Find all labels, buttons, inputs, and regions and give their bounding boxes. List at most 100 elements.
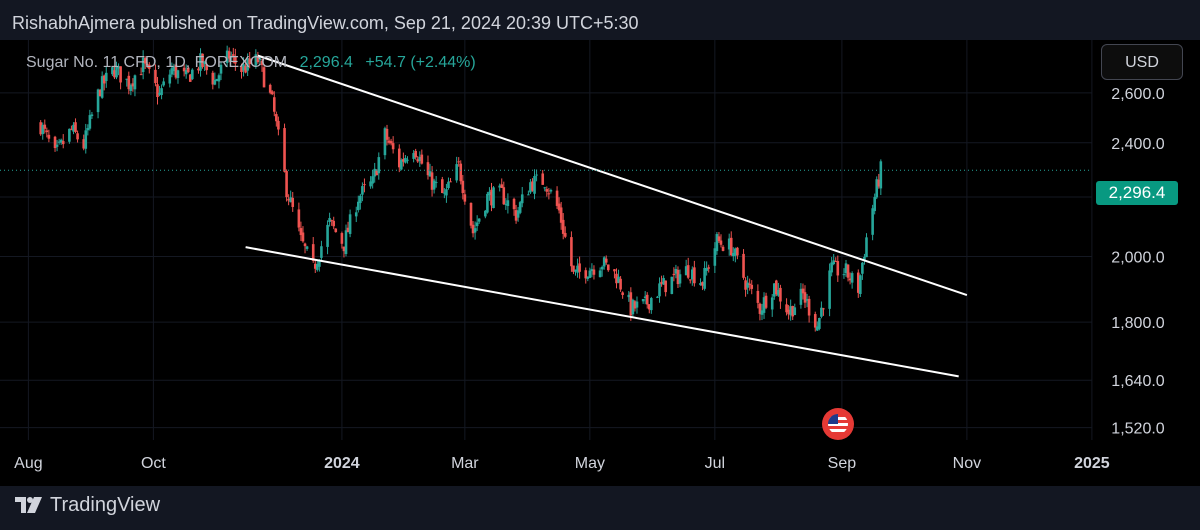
candle-body xyxy=(328,218,331,223)
symbol-legend[interactable]: Sugar No. 11 CFD, 1D, FOREXCOM 2,296.4 +… xyxy=(26,54,476,72)
candle-body xyxy=(557,203,561,211)
candle-body xyxy=(713,248,717,266)
candle-body xyxy=(141,57,145,73)
candle-body xyxy=(119,66,122,83)
candle-body xyxy=(371,176,374,184)
candle-body xyxy=(420,154,424,164)
candle-body xyxy=(201,53,204,67)
candle-body xyxy=(664,280,667,293)
candle-body xyxy=(770,297,774,310)
candle-body xyxy=(535,174,538,176)
candle-body xyxy=(598,270,602,278)
candle-body xyxy=(500,184,504,188)
candle-body xyxy=(631,299,635,315)
trendline-lower xyxy=(245,246,959,378)
chart-pane[interactable] xyxy=(0,40,1200,486)
candle-body xyxy=(729,237,733,256)
candle-body xyxy=(176,70,180,78)
candle-body xyxy=(879,161,883,189)
candle-body xyxy=(354,212,358,217)
candle-body xyxy=(563,232,567,237)
price-axis: 1,520.01,640.01,800.02,000.02,200.02,400… xyxy=(1111,86,1164,438)
candle-body xyxy=(299,228,303,236)
candle-body xyxy=(104,72,108,82)
symbol-name: Sugar No. 11 CFD, 1D, FOREXCOM xyxy=(26,54,288,71)
candle-body xyxy=(789,306,792,316)
candle-body xyxy=(547,193,551,195)
candle-body xyxy=(359,195,362,203)
currency-button[interactable]: USD xyxy=(1101,44,1183,80)
candle-body xyxy=(658,283,661,297)
candle-body xyxy=(332,220,336,227)
candle-body xyxy=(561,219,565,234)
candle-body xyxy=(588,270,592,278)
candle-body xyxy=(320,246,323,258)
us-flag-icon[interactable] xyxy=(822,408,854,440)
x-tick-label: May xyxy=(575,455,605,472)
candle-body xyxy=(731,252,735,257)
candles-layer xyxy=(39,45,883,332)
candle-body xyxy=(877,179,881,187)
candle-body xyxy=(764,295,768,308)
x-tick-label: Nov xyxy=(953,455,981,472)
candle-body xyxy=(643,296,647,298)
candle-body xyxy=(342,246,346,252)
candle-body xyxy=(617,276,620,283)
candle-body xyxy=(592,269,596,275)
candle-body xyxy=(645,294,649,305)
candle-body xyxy=(88,115,92,129)
x-tick-label: Oct xyxy=(141,455,166,472)
candle-body xyxy=(520,194,524,204)
candle-body xyxy=(426,162,430,176)
candle-body xyxy=(449,181,452,183)
candle-body xyxy=(430,172,434,190)
candle-body xyxy=(875,179,879,198)
grid-lines xyxy=(0,40,1093,440)
candle-body xyxy=(820,307,823,317)
candle-body xyxy=(719,240,723,245)
candle-body xyxy=(484,210,487,217)
candle-body xyxy=(397,148,401,168)
candle-body xyxy=(699,283,702,286)
candle-body xyxy=(215,78,219,82)
tradingview-logo[interactable]: TradingView xyxy=(14,493,161,516)
x-tick-label: Jul xyxy=(705,455,725,472)
candle-body xyxy=(387,140,391,143)
candle-body xyxy=(39,122,42,135)
candle-body xyxy=(527,194,530,196)
candle-body xyxy=(74,122,77,132)
candle-body xyxy=(813,314,817,328)
brand-name: TradingView xyxy=(50,493,161,516)
candle-body xyxy=(61,141,65,145)
candle-body xyxy=(861,262,864,274)
candle-body xyxy=(850,273,854,283)
candle-body xyxy=(318,259,321,267)
candle-body xyxy=(574,269,577,272)
candle-body xyxy=(199,53,202,71)
candle-body xyxy=(53,136,57,149)
publish-header: RishabhAjmera published on TradingView.c… xyxy=(0,0,1200,40)
candle-body xyxy=(512,198,516,210)
candle-body xyxy=(863,256,866,261)
candle-body xyxy=(217,75,221,82)
candle-body xyxy=(170,68,174,75)
candle-body xyxy=(586,276,590,279)
candle-body xyxy=(340,233,344,244)
candle-body xyxy=(305,246,309,249)
candle-body xyxy=(572,265,575,272)
candle-body xyxy=(154,69,157,84)
candle-body xyxy=(828,270,831,309)
candle-body xyxy=(98,90,102,97)
candle-body xyxy=(127,75,131,90)
candle-body xyxy=(492,187,495,209)
candle-body xyxy=(277,120,280,130)
candle-body xyxy=(791,306,795,317)
candle-body xyxy=(688,279,692,281)
candle-body xyxy=(647,304,651,310)
candle-body xyxy=(750,284,754,289)
candle-body xyxy=(785,304,788,313)
candle-body xyxy=(469,202,473,226)
candle-body xyxy=(303,243,307,247)
candle-body xyxy=(717,236,721,242)
